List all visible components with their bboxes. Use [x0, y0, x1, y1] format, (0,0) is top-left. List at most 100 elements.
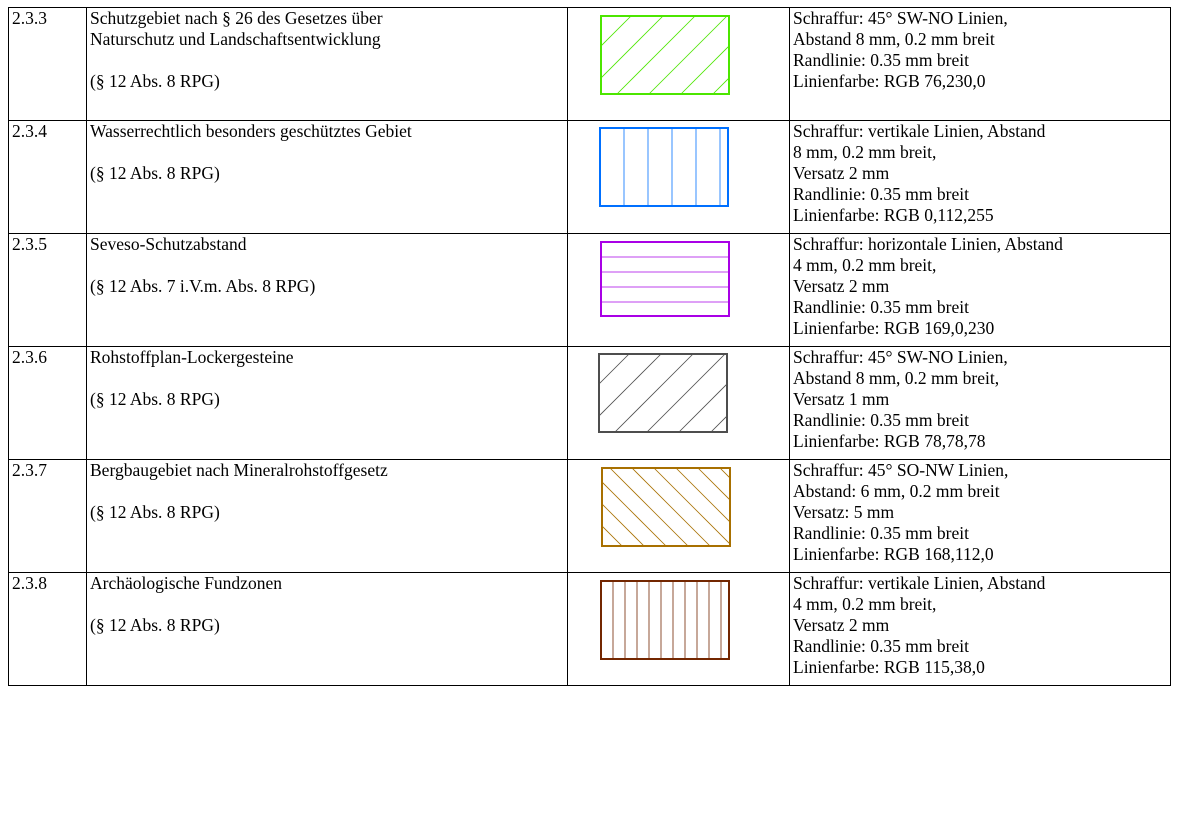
- row-number: 2.3.4: [8, 120, 87, 234]
- spec-line: Schraffur: horizontale Linien, Abstand: [793, 234, 1063, 254]
- row-label-line: Wasserrechtlich besonders geschütztes Ge…: [90, 121, 412, 141]
- spec-line: Randlinie: 0.35 mm breit: [793, 184, 969, 204]
- spec-line: Versatz 2 mm: [793, 276, 890, 296]
- hatch-lines: [599, 354, 727, 432]
- spec-line: Schraffur: vertikale Linien, Abstand: [793, 573, 1046, 593]
- row-specification: Schraffur: horizontale Linien, Abstand 4…: [789, 233, 1171, 347]
- spec-line: Linienfarbe: RGB 169,0,230: [793, 318, 995, 338]
- row-description: Bergbaugebiet nach Mineralrohstoffgesetz…: [86, 459, 568, 573]
- row-number: 2.3.3: [8, 7, 87, 121]
- hatch-line: [710, 415, 727, 432]
- hatch-border: [601, 467, 731, 547]
- hatch-line: [616, 16, 696, 94]
- hatch-symbol: [600, 580, 730, 660]
- hatch-lines: [602, 468, 730, 546]
- hatch-lines: [601, 16, 729, 94]
- spec-line: Abstand 8 mm, 0.2 mm breit: [793, 29, 995, 49]
- hatch-line: [631, 468, 711, 546]
- row-specification: Schraffur: 45° SW-NO Linien, Abstand 8 m…: [789, 7, 1171, 121]
- hatch-symbol: [600, 15, 730, 95]
- spec-line: Randlinie: 0.35 mm breit: [793, 636, 969, 656]
- hatch-border: [600, 241, 730, 317]
- row-description: Wasserrechtlich besonders geschütztes Ge…: [86, 120, 568, 234]
- table-row: 2.3.3 Schutzgebiet nach § 26 des Gesetze…: [8, 7, 1171, 121]
- spec-line: 4 mm, 0.2 mm breit,: [793, 594, 937, 614]
- spec-line: Schraffur: 45° SW-NO Linien,: [793, 347, 1008, 367]
- row-number: 2.3.6: [8, 346, 87, 460]
- symbol-cell: [567, 120, 790, 234]
- hatch-symbol: [599, 127, 729, 207]
- row-legal-reference: (§ 12 Abs. 8 RPG): [90, 389, 220, 409]
- spec-line: Randlinie: 0.35 mm breit: [793, 297, 969, 317]
- hatch-line: [697, 468, 730, 501]
- row-label-line: Seveso-Schutzabstand: [90, 234, 247, 254]
- spec-line: Linienfarbe: RGB 76,230,0: [793, 71, 986, 91]
- symbol-cell: [567, 459, 790, 573]
- symbol-cell: [567, 572, 790, 686]
- row-legal-reference: (§ 12 Abs. 8 RPG): [90, 71, 220, 91]
- table-row: 2.3.4 Wasserrechtlich besonders geschütz…: [8, 120, 1171, 234]
- hatch-line: [648, 16, 728, 94]
- hatch-line: [609, 468, 689, 546]
- row-specification: Schraffur: 45° SO-NW Linien, Abstand: 6 …: [789, 459, 1171, 573]
- hatch-line: [675, 468, 730, 523]
- row-number: 2.3.5: [8, 233, 87, 347]
- hatch-line: [599, 354, 662, 417]
- row-description: Rohstoffplan-Lockergesteine (§ 12 Abs. 8…: [86, 346, 568, 460]
- hatch-line: [602, 525, 623, 546]
- row-description: Archäologische Fundzonen (§ 12 Abs. 8 RP…: [86, 572, 568, 686]
- row-specification: Schraffur: vertikale Linien, Abstand 4 m…: [789, 572, 1171, 686]
- hatch-line: [601, 16, 664, 79]
- legend-table: 2.3.3 Schutzgebiet nach § 26 des Gesetze…: [8, 7, 1171, 686]
- spec-line: Versatz: 5 mm: [793, 502, 895, 522]
- table-row: 2.3.7 Bergbaugebiet nach Mineralrohstoff…: [8, 459, 1171, 573]
- hatch-symbol: [600, 241, 730, 317]
- row-specification: Schraffur: vertikale Linien, Abstand 8 m…: [789, 120, 1171, 234]
- spec-line: 8 mm, 0.2 mm breit,: [793, 142, 937, 162]
- row-number: 2.3.8: [8, 572, 87, 686]
- hatch-border: [599, 127, 729, 207]
- spec-line: Versatz 2 mm: [793, 615, 890, 635]
- row-number: 2.3.7: [8, 459, 87, 573]
- spec-line: Linienfarbe: RGB 0,112,255: [793, 205, 994, 225]
- row-legal-reference: (§ 12 Abs. 8 RPG): [90, 163, 220, 183]
- spec-line: Schraffur: vertikale Linien, Abstand: [793, 121, 1046, 141]
- row-label-line: Archäologische Fundzonen: [90, 573, 282, 593]
- hatch-symbol: [601, 467, 731, 547]
- row-label-line: Bergbaugebiet nach Mineralrohstoffgesetz: [90, 460, 388, 480]
- spec-line: Abstand 8 mm, 0.2 mm breit,: [793, 368, 1000, 388]
- row-description: Schutzgebiet nach § 26 des Gesetzes über…: [86, 7, 568, 121]
- hatch-lines: [623, 128, 721, 206]
- spec-line: Linienfarbe: RGB 168,112,0: [793, 544, 994, 564]
- hatch-line: [614, 354, 694, 432]
- row-description: Seveso-Schutzabstand (§ 12 Abs. 7 i.V.m.…: [86, 233, 568, 347]
- symbol-cell: [567, 7, 790, 121]
- spec-line: Abstand: 6 mm, 0.2 mm breit: [793, 481, 1000, 501]
- symbol-cell: [567, 346, 790, 460]
- hatch-line: [601, 16, 632, 47]
- hatch-symbol: [598, 353, 728, 433]
- hatch-border: [600, 15, 730, 95]
- hatch-line: [602, 503, 645, 546]
- hatch-border: [600, 580, 730, 660]
- row-legal-reference: (§ 12 Abs. 7 i.V.m. Abs. 8 RPG): [90, 276, 316, 296]
- row-specification: Schraffur: 45° SW-NO Linien, Abstand 8 m…: [789, 346, 1171, 460]
- hatch-line: [680, 45, 729, 94]
- hatch-line: [599, 354, 630, 385]
- hatch-border: [598, 353, 728, 433]
- spec-line: Randlinie: 0.35 mm breit: [793, 410, 969, 430]
- spec-line: Versatz 2 mm: [793, 163, 890, 183]
- spec-line: Schraffur: 45° SO-NW Linien,: [793, 460, 1009, 480]
- row-label-line: Schutzgebiet nach § 26 des Gesetzes über: [90, 8, 383, 28]
- spec-line: Randlinie: 0.35 mm breit: [793, 523, 969, 543]
- hatch-line: [602, 481, 667, 546]
- spec-line: 4 mm, 0.2 mm breit,: [793, 255, 937, 275]
- hatch-line: [646, 354, 726, 432]
- spec-line: Versatz 1 mm: [793, 389, 890, 409]
- spec-line: Linienfarbe: RGB 115,38,0: [793, 657, 985, 677]
- row-legal-reference: (§ 12 Abs. 8 RPG): [90, 502, 220, 522]
- hatch-line: [653, 468, 730, 545]
- hatch-lines: [601, 256, 729, 303]
- table-row: 2.3.8 Archäologische Fundzonen (§ 12 Abs…: [8, 572, 1171, 686]
- table-row: 2.3.5 Seveso-Schutzabstand (§ 12 Abs. 7 …: [8, 233, 1171, 347]
